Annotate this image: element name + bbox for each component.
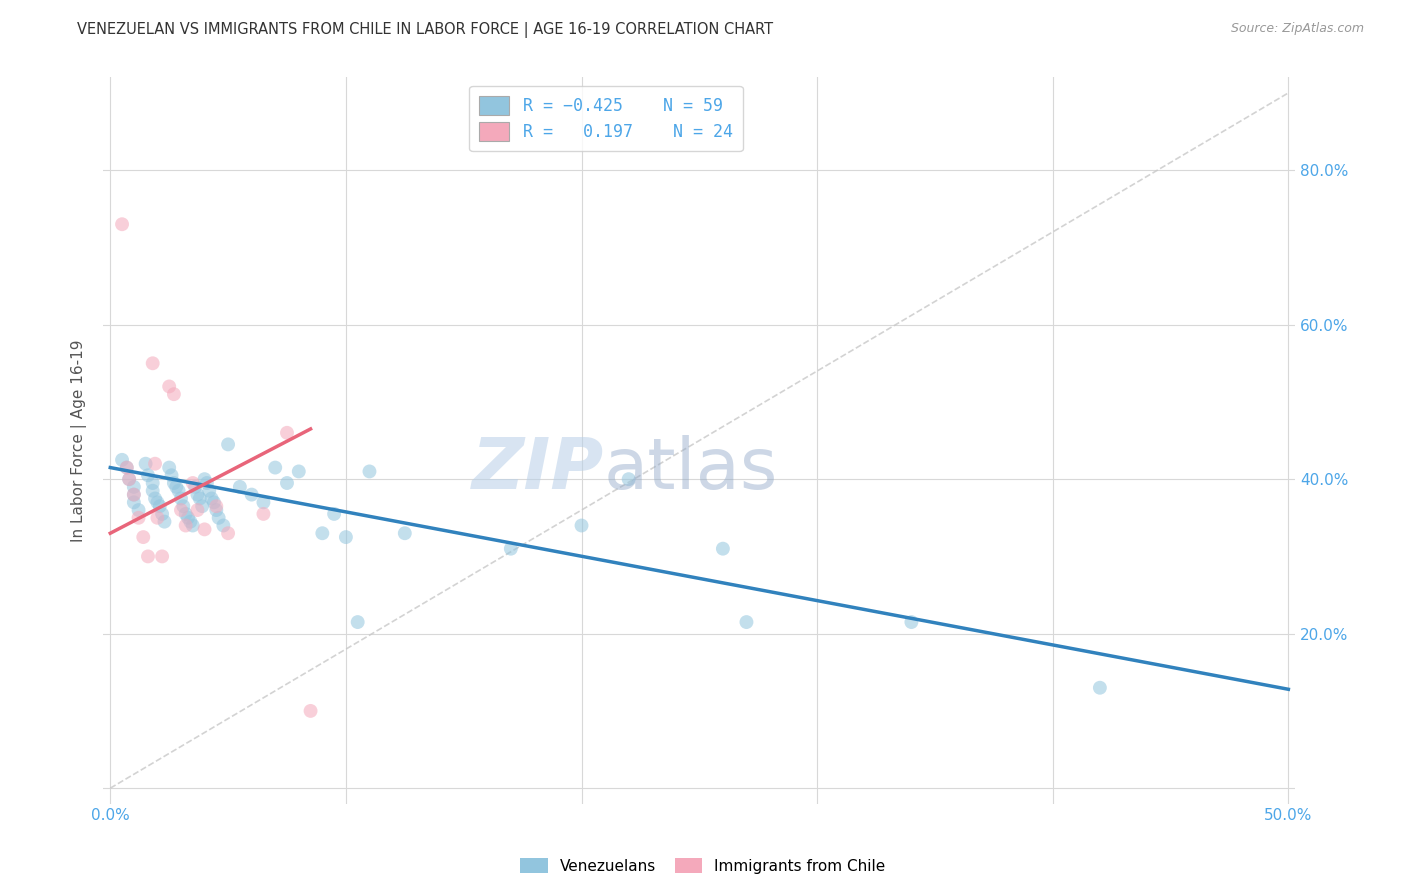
Point xyxy=(165,480,187,494)
Point xyxy=(186,503,208,517)
Point xyxy=(174,507,197,521)
Point xyxy=(252,495,274,509)
Point xyxy=(212,518,235,533)
Point xyxy=(188,491,211,506)
Point xyxy=(128,503,150,517)
Point xyxy=(900,615,922,629)
Point xyxy=(711,541,734,556)
Point xyxy=(163,476,186,491)
Point xyxy=(153,515,176,529)
Point xyxy=(499,541,522,556)
Point xyxy=(142,483,165,498)
Point xyxy=(195,476,218,491)
Point xyxy=(122,487,145,501)
Point xyxy=(174,518,197,533)
Point xyxy=(229,480,252,494)
Point xyxy=(132,530,155,544)
Point xyxy=(135,457,157,471)
Point xyxy=(177,510,200,524)
Point xyxy=(1088,681,1111,695)
Point xyxy=(157,379,180,393)
Point xyxy=(288,465,311,479)
Point xyxy=(193,522,215,536)
Point xyxy=(149,499,172,513)
Point xyxy=(167,483,190,498)
Point xyxy=(191,499,214,513)
Legend: Venezuelans, Immigrants from Chile: Venezuelans, Immigrants from Chile xyxy=(515,852,891,880)
Point xyxy=(184,480,207,494)
Point xyxy=(217,437,239,451)
Text: ZIP: ZIP xyxy=(471,435,605,504)
Point xyxy=(143,457,166,471)
Point xyxy=(198,483,221,498)
Point xyxy=(143,491,166,506)
Text: Source: ZipAtlas.com: Source: ZipAtlas.com xyxy=(1230,22,1364,36)
Point xyxy=(115,460,138,475)
Point xyxy=(136,468,159,483)
Point xyxy=(118,472,141,486)
Point xyxy=(617,472,640,486)
Point xyxy=(150,507,173,521)
Point xyxy=(122,495,145,509)
Point xyxy=(179,515,201,529)
Point xyxy=(276,476,298,491)
Point xyxy=(128,510,150,524)
Point xyxy=(111,453,134,467)
Point xyxy=(160,468,183,483)
Point xyxy=(142,356,165,370)
Point xyxy=(205,499,228,513)
Point xyxy=(122,480,145,494)
Point xyxy=(142,476,165,491)
Point xyxy=(276,425,298,440)
Point xyxy=(163,387,186,401)
Point xyxy=(240,487,263,501)
Point xyxy=(346,615,368,629)
Point xyxy=(335,530,357,544)
Point xyxy=(181,518,204,533)
Point xyxy=(146,510,169,524)
Point xyxy=(202,495,225,509)
Point xyxy=(111,217,134,231)
Point xyxy=(122,487,145,501)
Point xyxy=(735,615,758,629)
Point xyxy=(170,503,193,517)
Point xyxy=(146,495,169,509)
Point xyxy=(181,476,204,491)
Point xyxy=(136,549,159,564)
Point xyxy=(150,549,173,564)
Point xyxy=(217,526,239,541)
Point xyxy=(193,472,215,486)
Point xyxy=(252,507,274,521)
Point xyxy=(264,460,287,475)
Point xyxy=(311,526,333,541)
Point xyxy=(115,460,138,475)
Y-axis label: In Labor Force | Age 16-19: In Labor Force | Age 16-19 xyxy=(72,339,87,541)
Point xyxy=(186,487,208,501)
Point xyxy=(205,503,228,517)
Point xyxy=(323,507,346,521)
Point xyxy=(571,518,593,533)
Point xyxy=(200,491,222,506)
Point xyxy=(299,704,322,718)
Point xyxy=(118,472,141,486)
Legend: R = −0.425    N = 59, R =   0.197    N = 24: R = −0.425 N = 59, R = 0.197 N = 24 xyxy=(470,86,742,151)
Text: atlas: atlas xyxy=(605,435,779,504)
Point xyxy=(394,526,416,541)
Point xyxy=(157,460,180,475)
Point xyxy=(359,465,381,479)
Point xyxy=(170,491,193,506)
Point xyxy=(208,510,231,524)
Text: VENEZUELAN VS IMMIGRANTS FROM CHILE IN LABOR FORCE | AGE 16-19 CORRELATION CHART: VENEZUELAN VS IMMIGRANTS FROM CHILE IN L… xyxy=(77,22,773,38)
Point xyxy=(172,499,194,513)
